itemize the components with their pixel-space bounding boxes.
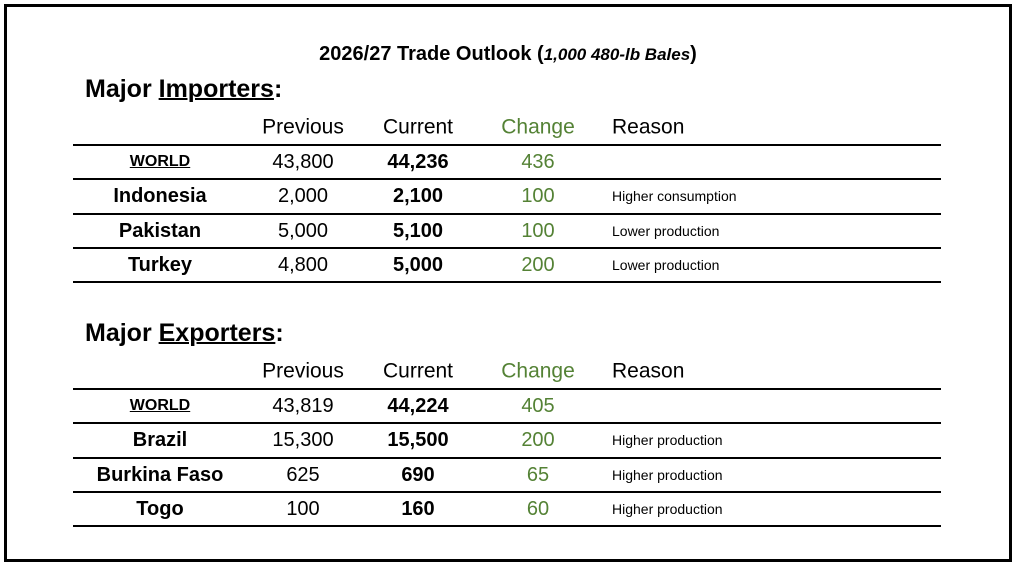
current-value: 160	[401, 498, 435, 521]
row-name: WORLD	[129, 397, 191, 415]
row-name: Burkina Faso	[96, 463, 224, 486]
reason: Higher production	[612, 501, 723, 518]
title-text: 2026/27 Trade Outlook (	[319, 43, 544, 65]
reason: Higher production	[612, 432, 723, 449]
current-value: 2,100	[392, 185, 444, 208]
previous-value: 43,800	[272, 151, 334, 174]
heading-end: :	[273, 75, 283, 103]
row-name: Indonesia	[113, 185, 207, 208]
change-value: 100	[521, 219, 555, 242]
change-value: 65	[526, 463, 550, 486]
row-name: Pakistan	[118, 219, 202, 242]
reason: Higher production	[612, 466, 723, 483]
previous-value: 5,000	[277, 219, 329, 242]
heading-key: Exporters	[158, 319, 276, 347]
table-rule	[73, 281, 941, 284]
change-value: 405	[521, 395, 555, 418]
heading-lead: Major	[85, 75, 159, 103]
current-value: 44,224	[387, 395, 449, 418]
change-value: 436	[521, 151, 555, 174]
table-rule	[73, 456, 941, 459]
table-rule	[73, 212, 941, 215]
previous-value: 43,819	[272, 395, 334, 418]
previous-value: 2,000	[277, 185, 329, 208]
column-header: Change	[501, 115, 575, 139]
reason: Lower production	[612, 257, 720, 274]
column-header: Change	[501, 359, 575, 383]
previous-value: 4,800	[277, 254, 329, 277]
heading-lead: Major	[85, 319, 159, 347]
title-close: )	[690, 43, 697, 65]
section-heading: Major Importers:	[85, 77, 282, 102]
change-value: 200	[521, 254, 555, 277]
section-heading: Major Exporters:	[85, 321, 284, 346]
column-header: Reason	[612, 359, 685, 383]
change-value: 200	[521, 429, 555, 452]
row-name: Togo	[136, 498, 184, 521]
table-rule	[73, 525, 941, 528]
reason: Lower production	[612, 222, 720, 239]
column-header: Previous	[262, 359, 344, 383]
current-value: 44,236	[387, 151, 449, 174]
table-rule	[73, 246, 941, 249]
table-rule	[73, 422, 941, 425]
column-header: Previous	[262, 115, 344, 139]
title: 2026/27 Trade Outlook (1,000 480-lb Bale…	[0, 44, 1016, 64]
table-rule	[73, 490, 941, 493]
previous-value: 100	[286, 498, 320, 521]
heading-key: Importers	[158, 75, 274, 103]
unit: 1,000 480-lb Bales	[543, 45, 691, 64]
column-header: Current	[382, 359, 454, 383]
row-name: WORLD	[129, 153, 191, 171]
current-value: 690	[401, 463, 435, 486]
current-value: 15,500	[387, 429, 449, 452]
change-value: 100	[521, 185, 555, 208]
table-rule	[73, 388, 941, 390]
table-rule	[73, 144, 941, 146]
previous-value: 15,300	[272, 429, 334, 452]
column-header: Current	[382, 115, 454, 139]
column-header: Reason	[612, 115, 685, 139]
row-name: Brazil	[132, 429, 188, 452]
frame	[4, 4, 1012, 562]
table-rule	[73, 178, 941, 181]
current-value: 5,000	[392, 254, 444, 277]
row-name: Turkey	[127, 254, 193, 277]
current-value: 5,100	[392, 219, 444, 242]
change-value: 60	[526, 498, 550, 521]
previous-value: 625	[286, 463, 320, 486]
reason: Higher consumption	[612, 188, 737, 205]
heading-end: :	[275, 319, 284, 347]
